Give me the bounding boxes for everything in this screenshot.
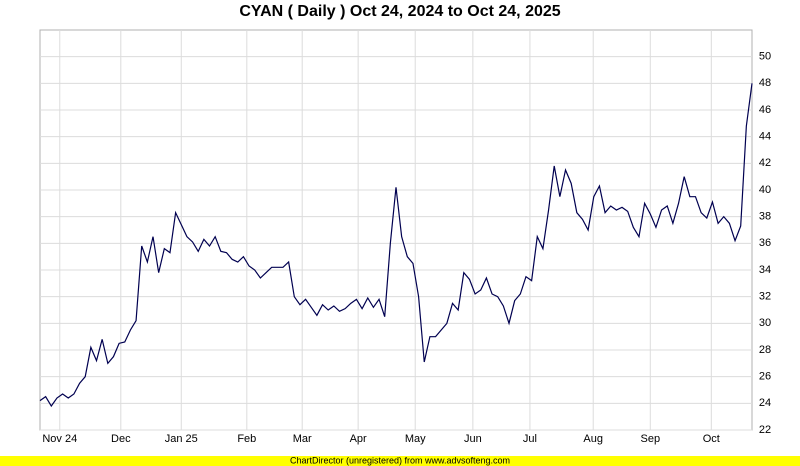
y-tick-label: 36 bbox=[759, 237, 771, 249]
chart-title: CYAN ( Daily ) Oct 24, 2024 to Oct 24, 2… bbox=[239, 3, 560, 20]
x-tick-label: Sep bbox=[640, 433, 660, 445]
y-tick-label: 44 bbox=[759, 131, 771, 143]
x-tick-label: May bbox=[405, 433, 426, 445]
x-tick-label: Jun bbox=[464, 433, 482, 445]
y-tick-label: 22 bbox=[759, 424, 771, 436]
footer-text: ChartDirector (unregistered) from www.ad… bbox=[290, 455, 510, 465]
y-tick-label: 28 bbox=[759, 344, 771, 356]
x-tick-label: Aug bbox=[583, 433, 603, 445]
y-tick-label: 38 bbox=[759, 211, 771, 223]
y-tick-label: 50 bbox=[759, 51, 771, 63]
x-tick-label: Oct bbox=[703, 433, 720, 445]
x-tick-label: Nov 24 bbox=[42, 433, 77, 445]
plot-area bbox=[39, 29, 753, 431]
x-tick-label: Dec bbox=[111, 433, 131, 445]
x-tick-label: Jan 25 bbox=[165, 433, 198, 445]
y-tick-label: 46 bbox=[759, 104, 771, 116]
footer-bar bbox=[0, 456, 800, 466]
y-tick-label: 24 bbox=[759, 397, 771, 409]
x-tick-label: Apr bbox=[350, 433, 367, 445]
price-line bbox=[39, 83, 753, 408]
y-tick-label: 48 bbox=[759, 77, 771, 89]
y-tick-label: 32 bbox=[759, 291, 771, 303]
y-tick-label: 42 bbox=[759, 157, 771, 169]
x-tick-label: Mar bbox=[293, 433, 312, 445]
y-tick-label: 34 bbox=[759, 264, 771, 276]
y-tick-label: 30 bbox=[759, 317, 771, 329]
y-tick-label: 26 bbox=[759, 371, 771, 383]
x-tick-label: Feb bbox=[237, 433, 256, 445]
y-tick-label: 40 bbox=[759, 184, 771, 196]
x-tick-label: Jul bbox=[523, 433, 537, 445]
